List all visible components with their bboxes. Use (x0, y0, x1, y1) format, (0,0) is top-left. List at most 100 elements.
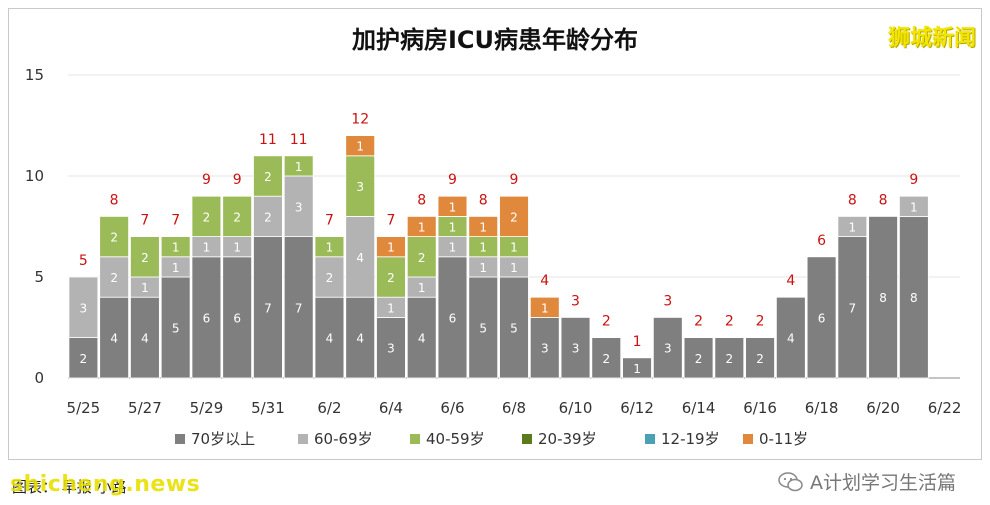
x-tick-label: 6/6 (440, 399, 464, 417)
segment-value-label: 1 (449, 200, 457, 214)
total-label: 11 (290, 132, 308, 148)
total-label: 8 (479, 192, 488, 208)
bar-segment (283, 236, 314, 379)
wechat-label: A计划学习生活篇 (810, 472, 956, 494)
x-tick-label: 6/18 (805, 399, 839, 417)
bar-segment (130, 296, 160, 379)
total-label: 3 (571, 293, 580, 309)
segment-value-label: 1 (449, 241, 457, 255)
segment-value-label: 2 (326, 271, 334, 285)
total-label: 9 (909, 172, 918, 188)
total-label: 1 (633, 334, 642, 350)
bar-segment (714, 337, 745, 379)
bar-segment (345, 215, 376, 298)
total-label: 7 (140, 213, 149, 229)
x-tick-label: 6/10 (559, 399, 593, 417)
bar-segment (499, 195, 529, 237)
segment-value-label: 6 (449, 311, 457, 325)
total-label: 4 (786, 273, 795, 289)
segment-value-label: 3 (295, 200, 303, 214)
segment-value-label: 4 (356, 332, 364, 346)
x-tick-label: 6/4 (379, 399, 403, 417)
segment-value-label: 2 (110, 271, 118, 285)
legend-swatch (175, 434, 185, 444)
legend-label: 40-59岁 (426, 430, 485, 448)
total-label: 3 (663, 293, 672, 309)
segment-value-label: 1 (479, 261, 487, 275)
y-tick-label: 0 (34, 369, 44, 387)
segment-value-label: 5 (510, 322, 518, 336)
segment-value-label: 7 (295, 301, 303, 315)
total-label: 9 (510, 172, 519, 188)
bar-segment (283, 175, 314, 237)
segment-value-label: 5 (172, 322, 180, 336)
segment-value-label: 6 (233, 311, 241, 325)
segment-value-label: 1 (387, 301, 395, 315)
segment-value-label: 2 (510, 210, 518, 224)
bar-segment (345, 135, 376, 157)
bar-segment (868, 215, 898, 379)
bar-segment (622, 357, 652, 379)
wechat-icon (778, 471, 803, 491)
watermark-top: 狮城新闻 (887, 26, 976, 51)
bar-segment (191, 195, 222, 237)
total-label: 2 (756, 314, 765, 330)
x-tick-label: 6/20 (866, 399, 900, 417)
segment-value-label: 1 (387, 241, 395, 255)
segment-value-label: 1 (233, 241, 241, 255)
x-tick-label: 6/2 (317, 399, 341, 417)
bar-segment (437, 195, 468, 217)
bar-segment (314, 256, 345, 298)
wechat-account[interactable]: A计划学习生活篇 (778, 468, 956, 495)
x-tick-label: 5/25 (67, 399, 101, 417)
segment-value-label: 2 (203, 210, 211, 224)
segment-value-label: 4 (787, 332, 795, 346)
total-label: 8 (879, 192, 888, 208)
segment-value-label: 1 (141, 281, 149, 295)
y-tick-label: 15 (25, 66, 44, 84)
segment-value-label: 3 (356, 180, 364, 194)
bar-segment (899, 195, 929, 217)
total-label: 9 (233, 172, 242, 188)
legend-swatch (522, 434, 532, 444)
legend-swatch (298, 434, 308, 444)
segment-value-label: 1 (418, 281, 426, 295)
bar-segment (68, 276, 99, 338)
bar-segment (899, 215, 929, 379)
y-tick-label: 5 (34, 268, 44, 286)
total-label: 8 (417, 192, 426, 208)
segment-value-label: 1 (449, 221, 457, 235)
legend-label: 12-19岁 (661, 430, 720, 448)
x-tick-label: 5/31 (251, 399, 285, 417)
total-label: 2 (602, 314, 611, 330)
legend-swatch (410, 434, 420, 444)
bar-segment (253, 236, 283, 379)
segment-value-label: 1 (356, 140, 364, 154)
bar-segment (314, 236, 345, 258)
segment-value-label: 4 (141, 332, 149, 346)
segment-value-label: 2 (756, 352, 764, 366)
segment-value-label: 2 (233, 210, 241, 224)
segment-value-label: 2 (418, 251, 426, 265)
segment-value-label: 1 (172, 261, 180, 275)
total-label: 8 (110, 192, 119, 208)
bar-segment (529, 316, 560, 379)
segment-value-label: 2 (264, 170, 272, 184)
icu-age-chart: 加护病房ICU病患年龄分布051015235422841275117612961… (25, 26, 962, 448)
segment-value-label: 1 (633, 362, 641, 376)
bar-segment (745, 337, 775, 379)
bar-segment (376, 236, 406, 258)
total-label: 4 (540, 273, 549, 289)
legend-swatch (743, 434, 753, 444)
bar-segment (222, 195, 253, 237)
segment-value-label: 1 (849, 221, 857, 235)
segment-value-label: 4 (418, 332, 426, 346)
bar-segment (345, 296, 376, 379)
total-label: 5 (79, 253, 88, 269)
total-label: 7 (325, 213, 334, 229)
segment-value-label: 2 (80, 352, 88, 366)
chart-title: 加护病房ICU病患年龄分布 (352, 26, 638, 54)
bar-segment (406, 236, 437, 278)
segment-value-label: 1 (418, 221, 426, 235)
segment-value-label: 3 (664, 342, 672, 356)
